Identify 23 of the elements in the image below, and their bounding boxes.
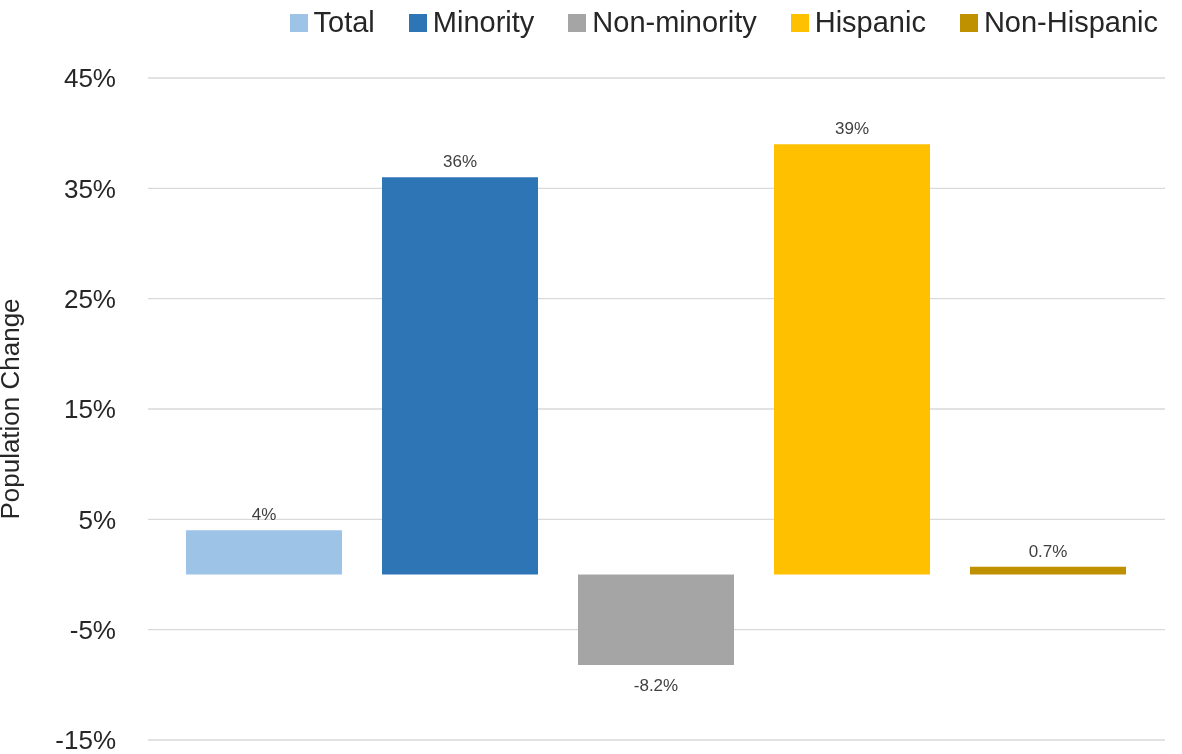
- y-tick-label: 5%: [78, 504, 116, 535]
- legend-label: Total: [313, 6, 375, 39]
- data-label: 39%: [834, 119, 870, 139]
- y-tick-label: -15%: [55, 725, 116, 754]
- y-tick-label: 45%: [63, 63, 116, 94]
- y-tick-label: 35%: [63, 173, 116, 204]
- bar: [578, 574, 734, 665]
- y-tick-label: 25%: [63, 283, 116, 314]
- legend-label: Minority: [432, 6, 535, 39]
- bar: [382, 177, 538, 575]
- bar: [186, 530, 342, 575]
- legend-label: Non-minority: [592, 6, 757, 39]
- data-label: 0.7%: [1028, 541, 1068, 561]
- data-label: 36%: [442, 152, 478, 172]
- y-tick-label: -5%: [69, 614, 116, 645]
- bar: [970, 566, 1126, 575]
- legend-label: Non-Hispanic: [983, 6, 1158, 39]
- bar: [774, 144, 930, 575]
- legend-label: Hispanic: [814, 6, 926, 39]
- y-tick-label: 15%: [63, 394, 116, 425]
- data-label: 4%: [251, 505, 277, 525]
- data-label: -8.2%: [633, 675, 679, 695]
- y-axis-title: Population Change: [0, 298, 26, 520]
